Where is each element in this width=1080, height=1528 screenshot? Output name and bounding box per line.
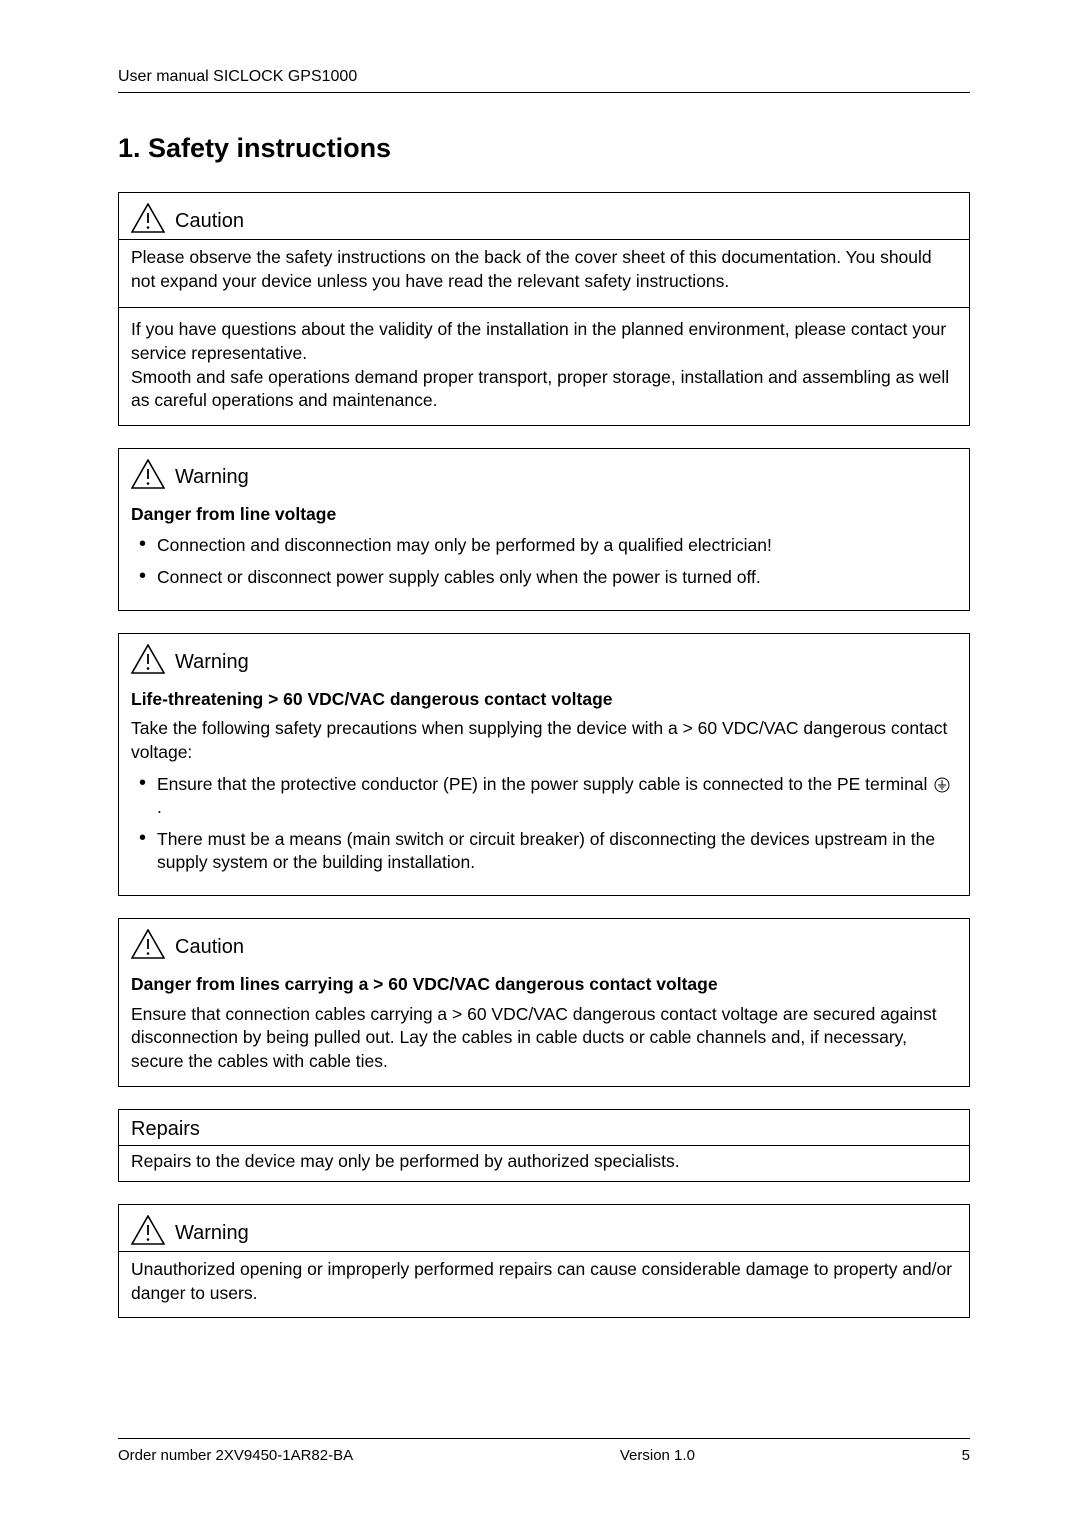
warning-head-2: Warning (119, 634, 969, 680)
warning1-bullets: Connection and disconnection may only be… (131, 534, 957, 589)
caution-body-1: Please observe the safety instructions o… (119, 240, 969, 425)
warning3-body: Unauthorized opening or improperly perfo… (131, 1258, 957, 1305)
warning-label-3: Warning (175, 1222, 249, 1245)
warning2-bullets: Ensure that the protective conductor (PE… (131, 773, 957, 876)
warning-triangle-icon (131, 1215, 165, 1245)
warning-head-1: Warning (119, 449, 969, 495)
page: User manual SICLOCK GPS1000 1. Safety in… (0, 0, 1080, 1528)
caution1-p3: Smooth and safe operations demand proper… (131, 366, 957, 413)
caution1-separator (119, 307, 969, 308)
caution-label-1: Caution (175, 210, 244, 233)
footer-left: Order number 2XV9450-1AR82-BA (118, 1447, 353, 1464)
warning-triangle-icon (131, 644, 165, 674)
warning1-subhead: Danger from line voltage (131, 503, 957, 527)
warning-label-1: Warning (175, 466, 249, 489)
section-title: 1. Safety instructions (118, 133, 970, 164)
warning-triangle-icon (131, 203, 165, 233)
caution-box-2: Caution Danger from lines carrying a > 6… (118, 918, 970, 1087)
repairs-body: Repairs to the device may only be perfor… (119, 1146, 969, 1182)
header-rule (118, 92, 970, 93)
footer-rule (118, 1438, 970, 1439)
warning2-intro: Take the following safety precautions wh… (131, 717, 957, 764)
footer-center: Version 1.0 (620, 1447, 695, 1464)
warning-head-3: Warning (119, 1205, 969, 1252)
warning-body-3: Unauthorized opening or improperly perfo… (119, 1252, 969, 1317)
warning-body-2: Life-threatening > 60 VDC/VAC dangerous … (119, 680, 969, 895)
footer-right: 5 (962, 1447, 970, 1464)
caution-head-2: Caution (119, 919, 969, 965)
warning2-b1-text-a: Ensure that the protective conductor (PE… (157, 774, 932, 794)
warning2-b1-text-b: . (157, 797, 162, 817)
header-text: User manual SICLOCK GPS1000 (118, 68, 970, 86)
warning1-bullet-1: Connection and disconnection may only be… (131, 534, 957, 558)
repairs-label: Repairs (119, 1110, 969, 1146)
warning2-bullet-1: Ensure that the protective conductor (PE… (131, 773, 957, 820)
warning-body-1: Danger from line voltage Connection and … (119, 495, 969, 610)
warning-box-2: Warning Life-threatening > 60 VDC/VAC da… (118, 633, 970, 896)
warning-triangle-icon (131, 459, 165, 489)
warning2-bullet-2: There must be a means (main switch or ci… (131, 828, 957, 875)
footer: Order number 2XV9450-1AR82-BA Version 1.… (118, 1438, 970, 1464)
caution-box-1: Caution Please observe the safety instru… (118, 192, 970, 426)
footer-row: Order number 2XV9450-1AR82-BA Version 1.… (118, 1447, 970, 1464)
warning-label-2: Warning (175, 651, 249, 674)
caution2-body: Ensure that connection cables carrying a… (131, 1003, 957, 1074)
warning-box-3: Warning Unauthorized opening or improper… (118, 1204, 970, 1318)
repairs-box: Repairs Repairs to the device may only b… (118, 1109, 970, 1183)
warning1-bullet-2: Connect or disconnect power supply cable… (131, 566, 957, 590)
ground-icon (934, 777, 950, 793)
caution2-subhead: Danger from lines carrying a > 60 VDC/VA… (131, 973, 957, 997)
caution-head-1: Caution (119, 193, 969, 240)
warning2-subhead: Life-threatening > 60 VDC/VAC dangerous … (131, 688, 957, 712)
caution-body-2: Danger from lines carrying a > 60 VDC/VA… (119, 965, 969, 1086)
warning-box-1: Warning Danger from line voltage Connect… (118, 448, 970, 611)
caution1-p2: If you have questions about the validity… (131, 318, 957, 365)
caution1-p1: Please observe the safety instructions o… (131, 246, 957, 293)
warning-triangle-icon (131, 929, 165, 959)
caution-label-2: Caution (175, 936, 244, 959)
